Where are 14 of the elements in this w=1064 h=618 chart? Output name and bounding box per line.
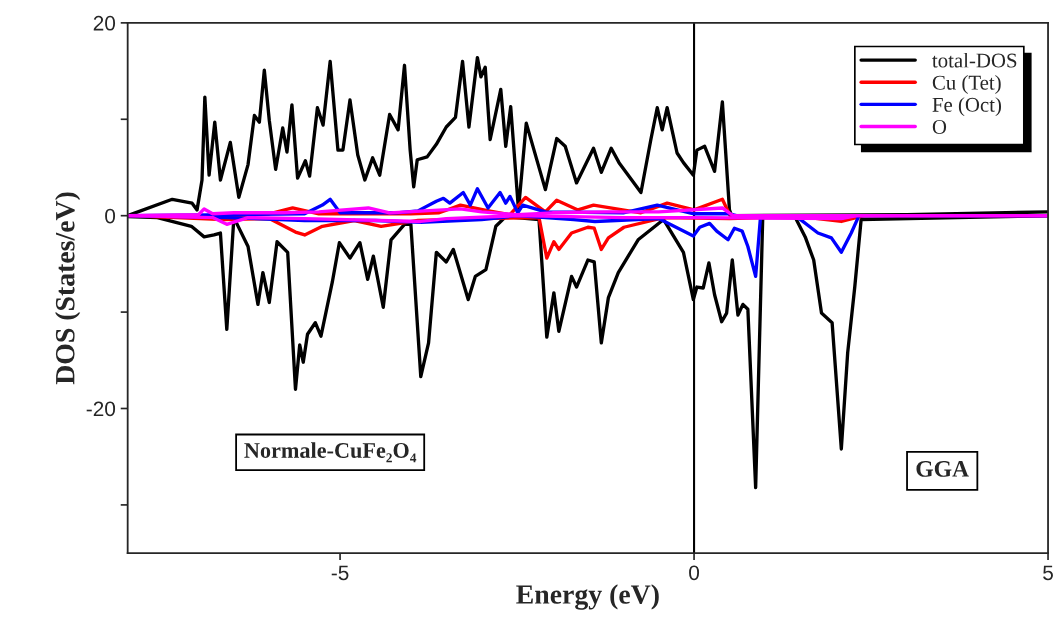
y-tick-label: 20 <box>93 15 116 31</box>
y-axis-title: DOS (States/eV) <box>55 192 81 385</box>
y-tick-label: -20 <box>86 401 116 417</box>
legend-label: total-DOS <box>932 52 1017 68</box>
annotation: Normale-CuFe₂O₄ <box>244 442 417 463</box>
legend-label: O <box>932 120 947 135</box>
annotation: GGA <box>916 460 969 477</box>
x-tick-label: -5 <box>331 565 349 581</box>
x-tick-label: 5 <box>1043 565 1053 581</box>
x-axis-title: Energy (eV) <box>516 584 659 610</box>
legend-label: Cu (Tet) <box>932 75 1001 94</box>
legend-label: Fe (Oct) <box>932 97 1002 117</box>
y-tick-label: 0 <box>105 208 116 224</box>
x-tick-label: 0 <box>689 565 700 581</box>
